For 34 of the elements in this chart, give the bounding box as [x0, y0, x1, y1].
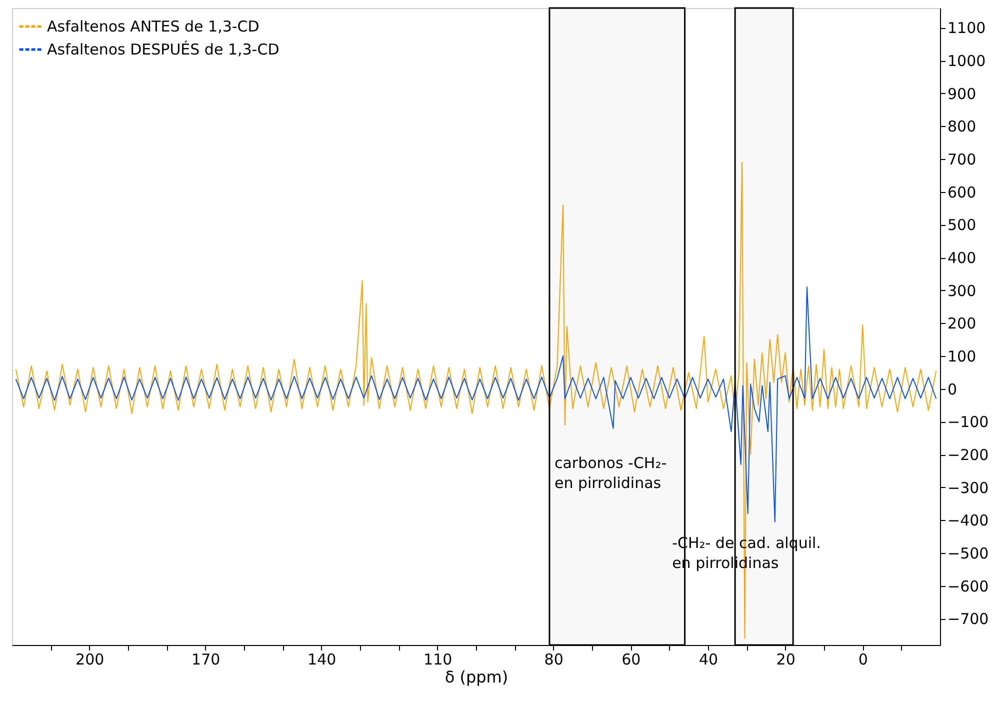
y-tick-label: −500	[948, 544, 989, 563]
line-series	[15, 286, 937, 522]
x-tick-label: 200	[76, 650, 104, 668]
x-axis-title: δ (ppm)	[444, 668, 508, 686]
y-tick-label: −300	[948, 478, 989, 497]
y-tick-label: 0	[948, 380, 958, 398]
y-tick-label: 700	[948, 150, 976, 169]
x-tick-label: 80	[544, 650, 564, 668]
x-tick-label: 40	[698, 650, 718, 668]
annotation: carbonos -CH₂- en pirrolidinas	[554, 454, 667, 492]
y-tick-label: 1000	[948, 52, 986, 70]
line-series	[15, 162, 937, 639]
y-tick-label: 100	[948, 348, 976, 366]
y-tick-label: −600	[948, 577, 989, 596]
y-tick-label: 500	[948, 216, 976, 234]
y-tick-label: 800	[948, 118, 976, 136]
x-tick-label: 20	[776, 650, 796, 668]
y-tick-label: 1100	[948, 19, 986, 38]
y-tick-label: −400	[948, 512, 989, 530]
y-tick-label: 900	[948, 84, 976, 103]
y-tick-label: 400	[948, 249, 976, 268]
x-tick-label: 0	[858, 650, 868, 668]
legend-label: Asfaltenos DESPUÉS de 1,3-CD	[47, 40, 280, 58]
y-tick-label: −100	[948, 413, 989, 432]
y-tick-label: 300	[948, 282, 976, 300]
y-tick-label: −700	[948, 610, 989, 628]
y-tick-label: −200	[948, 446, 989, 464]
x-tick-label: 110	[424, 650, 452, 668]
x-tick-label: 140	[308, 650, 336, 668]
x-tick-label: 60	[622, 650, 641, 668]
y-tick-label: 600	[948, 183, 976, 202]
legend-label: Asfaltenos ANTES de 1,3-CD	[47, 18, 260, 36]
x-tick-label: 170	[192, 650, 220, 668]
y-tick-label: 200	[948, 314, 976, 333]
